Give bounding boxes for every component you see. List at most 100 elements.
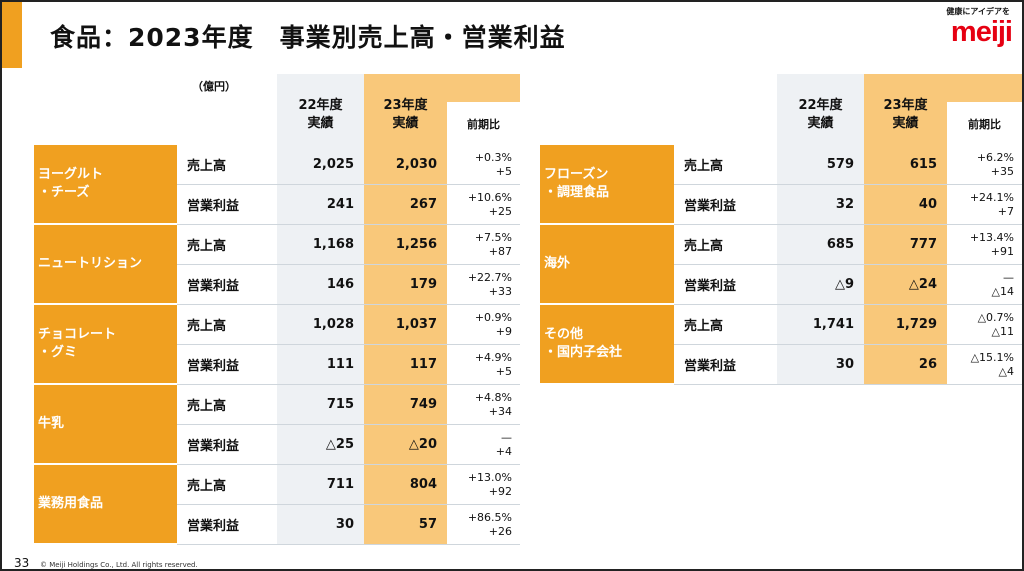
value-fy22: 146 — [277, 265, 364, 305]
yoy-change: +24.1% +7 — [947, 185, 1022, 225]
segment-label: チョコレート ・グミ — [34, 305, 177, 385]
row-label: 営業利益 — [674, 345, 777, 385]
value-fy23: 26 — [864, 345, 947, 385]
table-row: 営業利益 30 57 +86.5% +26 — [177, 505, 520, 545]
left-header-band — [447, 74, 520, 102]
value-fy23: 804 — [364, 465, 447, 505]
yoy-diff: △4 — [998, 364, 1014, 378]
value-fy23: △24 — [864, 265, 947, 305]
value-fy22: 1,741 — [777, 305, 864, 345]
value-fy22: 30 — [277, 505, 364, 545]
row-label: 営業利益 — [177, 345, 277, 385]
row-label: 売上高 — [674, 305, 777, 345]
segment-label: 海外 — [540, 225, 674, 305]
right-header-fy23: 23年度 実績 — [864, 74, 947, 145]
yoy-change: +6.2% +35 — [947, 145, 1022, 185]
yoy-change: +4.8% +34 — [447, 385, 520, 425]
yoy-diff: +9 — [495, 324, 512, 338]
row-label: 営業利益 — [674, 185, 777, 225]
yoy-percent: +10.6% — [467, 190, 512, 204]
segment-label: ニュートリション — [34, 225, 177, 305]
value-fy23: 117 — [364, 345, 447, 385]
value-fy22: 1,168 — [277, 225, 364, 265]
yoy-diff: +91 — [990, 244, 1014, 258]
value-fy23: 749 — [364, 385, 447, 425]
yoy-percent: +6.2% — [976, 150, 1014, 164]
table-row: 営業利益 △25 △20 — +4 — [177, 425, 520, 465]
value-fy23: △20 — [364, 425, 447, 465]
page-title: 食品：2023年度 事業別売上高・営業利益 — [50, 23, 566, 52]
yoy-change: +0.9% +9 — [447, 305, 520, 345]
right-header-band — [947, 74, 1022, 102]
yoy-percent: +24.1% — [969, 190, 1014, 204]
value-fy23: 1,037 — [364, 305, 447, 345]
yoy-change: +22.7% +33 — [447, 265, 520, 305]
segment-label: フローズン ・調理食品 — [540, 145, 674, 225]
table-row: 売上高 1,741 1,729 △0.7% △11 — [674, 305, 1022, 345]
table-row: 売上高 579 615 +6.2% +35 — [674, 145, 1022, 185]
value-fy23: 777 — [864, 225, 947, 265]
yoy-diff: +26 — [488, 524, 512, 538]
yoy-diff: +4 — [495, 444, 512, 458]
table-row: 売上高 1,168 1,256 +7.5% +87 — [177, 225, 520, 265]
row-label: 営業利益 — [177, 185, 277, 225]
yoy-change: — +4 — [447, 425, 520, 465]
right-header-ratio: 前期比 — [968, 117, 1001, 131]
yoy-diff: +25 — [488, 204, 512, 218]
yoy-percent: +22.7% — [467, 270, 512, 284]
row-label: 営業利益 — [177, 425, 277, 465]
table-row: 営業利益 30 26 △15.1% △4 — [674, 345, 1022, 385]
value-fy23: 40 — [864, 185, 947, 225]
yoy-diff: △14 — [991, 284, 1014, 298]
yoy-percent: — — [1003, 270, 1014, 284]
yoy-percent: +7.5% — [474, 230, 512, 244]
yoy-diff: △11 — [991, 324, 1014, 338]
row-label: 営業利益 — [177, 265, 277, 305]
yoy-percent: +0.9% — [474, 310, 512, 324]
value-fy22: 2,025 — [277, 145, 364, 185]
yoy-percent: △0.7% — [977, 310, 1014, 324]
value-fy22: △25 — [277, 425, 364, 465]
value-fy22: △9 — [777, 265, 864, 305]
yoy-percent: +0.3% — [474, 150, 512, 164]
table-row: 営業利益 32 40 +24.1% +7 — [674, 185, 1022, 225]
row-label: 売上高 — [674, 225, 777, 265]
value-fy22: 30 — [777, 345, 864, 385]
value-fy23: 179 — [364, 265, 447, 305]
table-row: 営業利益 111 117 +4.9% +5 — [177, 345, 520, 385]
yoy-diff: +5 — [495, 164, 512, 178]
yoy-diff: +33 — [488, 284, 512, 298]
value-fy23: 267 — [364, 185, 447, 225]
segment-label: 牛乳 — [34, 385, 177, 465]
value-fy22: 111 — [277, 345, 364, 385]
row-label: 売上高 — [674, 145, 777, 185]
yoy-change: +7.5% +87 — [447, 225, 520, 265]
table-row: 営業利益 △9 △24 — △14 — [674, 265, 1022, 305]
table-row: 売上高 2,025 2,030 +0.3% +5 — [177, 145, 520, 185]
value-fy22: 1,028 — [277, 305, 364, 345]
title-accent-bar — [2, 2, 22, 68]
value-fy22: 711 — [277, 465, 364, 505]
yoy-change: — △14 — [947, 265, 1022, 305]
yoy-change: △15.1% △4 — [947, 345, 1022, 385]
yoy-change: +13.0% +92 — [447, 465, 520, 505]
yoy-diff: +34 — [488, 404, 512, 418]
value-fy23: 1,256 — [364, 225, 447, 265]
segment-label: 業務用食品 — [34, 465, 177, 545]
yoy-change: +0.3% +5 — [447, 145, 520, 185]
value-fy23: 2,030 — [364, 145, 447, 185]
yoy-diff: +35 — [990, 164, 1014, 178]
yoy-percent: +4.8% — [474, 390, 512, 404]
unit-label: （億円） — [192, 80, 236, 93]
yoy-diff: +5 — [495, 364, 512, 378]
yoy-change: +13.4% +91 — [947, 225, 1022, 265]
segment-label: その他 ・国内子会社 — [540, 305, 674, 385]
value-fy22: 685 — [777, 225, 864, 265]
left-header-ratio: 前期比 — [467, 117, 500, 131]
yoy-diff: +7 — [997, 204, 1014, 218]
segment-label: ヨーグルト ・チーズ — [34, 145, 177, 225]
meiji-logo: meiji — [950, 16, 1013, 48]
table-row: 売上高 715 749 +4.8% +34 — [177, 385, 520, 425]
table-row: 売上高 1,028 1,037 +0.9% +9 — [177, 305, 520, 345]
table-row: 売上高 711 804 +13.0% +92 — [177, 465, 520, 505]
